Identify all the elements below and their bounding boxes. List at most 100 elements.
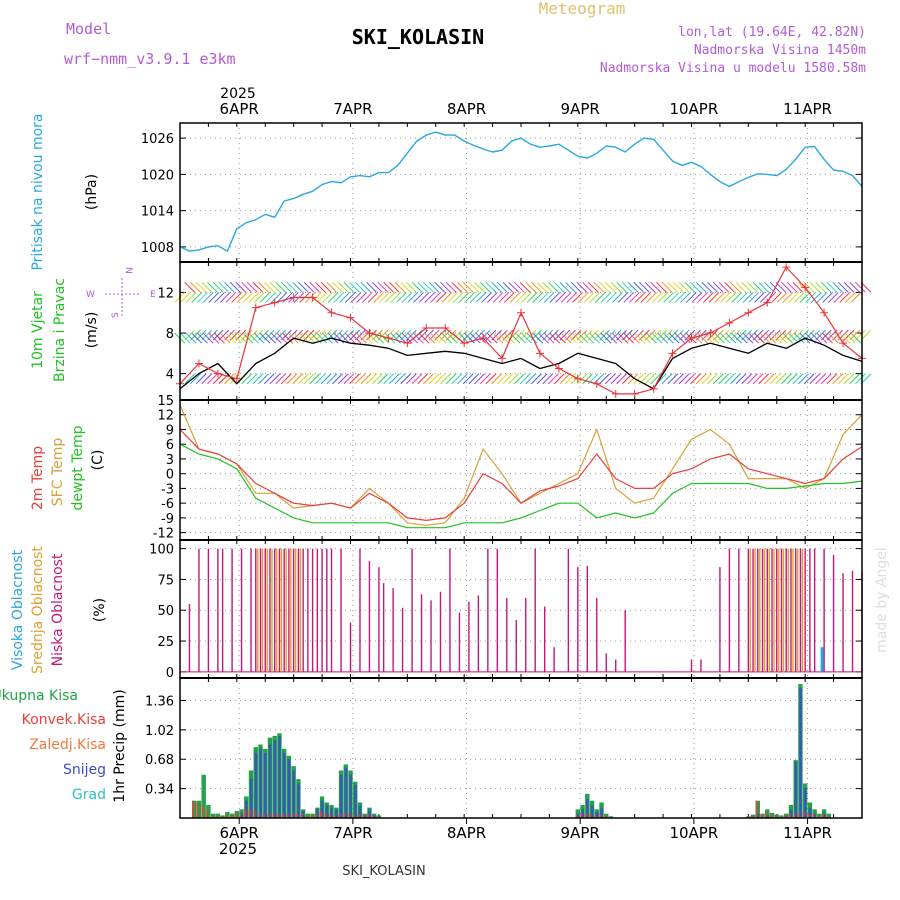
precip-conv-bar xyxy=(575,815,578,818)
wind-barb xyxy=(769,373,781,385)
y-tick-label: 9 xyxy=(166,423,174,438)
cloud-bar xyxy=(378,567,380,672)
temp-unit-label: (C) xyxy=(90,450,106,471)
model-name: wrf−nmm_v3.9.1 e3km xyxy=(64,50,236,68)
model-altitude-label: Nadmorska Visina u modelu 1580.58m xyxy=(600,61,866,76)
coords-label: lon,lat (19.64E, 42.82N) xyxy=(678,25,866,40)
wind-barb xyxy=(367,292,379,303)
wind-barb xyxy=(384,292,396,303)
y-tick-label: -12 xyxy=(153,527,174,542)
pressure-line xyxy=(179,131,863,252)
cloud-bar xyxy=(477,595,480,672)
wind-barb xyxy=(599,281,610,293)
precip-conv-bar xyxy=(248,809,251,818)
cloud-bar xyxy=(411,548,413,672)
wind-barb xyxy=(538,332,549,344)
wind-barb xyxy=(805,292,816,303)
wind-barb xyxy=(377,281,389,293)
wind-barb xyxy=(322,332,333,344)
wind-barb xyxy=(629,332,640,344)
precip-conv-bar xyxy=(779,816,781,818)
precip-total-bar xyxy=(604,813,609,818)
wind-barb xyxy=(356,292,367,303)
watermark: made by Angel xyxy=(874,547,890,653)
wind-barb xyxy=(822,332,833,344)
cloud-bar xyxy=(439,591,442,672)
wind-barb xyxy=(253,292,265,303)
wind-barb xyxy=(498,332,510,344)
cloud-bar xyxy=(266,548,268,672)
wind-barb xyxy=(582,373,593,385)
wind-barb xyxy=(725,292,737,303)
precip-conv-bar xyxy=(367,813,369,818)
precip-conv-bar xyxy=(234,813,237,818)
wind-barb xyxy=(366,281,377,293)
y-tick-label: 75 xyxy=(157,573,174,588)
precip-snow-bar xyxy=(278,735,281,818)
wind-barb xyxy=(298,281,309,293)
precip-total-bar xyxy=(305,813,311,818)
wind-barb xyxy=(855,373,866,385)
cloud-bar xyxy=(799,548,802,672)
wind-name-label-1: 10m Vjetar xyxy=(30,291,46,369)
wind-barb xyxy=(265,292,277,303)
precip-total-bar xyxy=(225,811,230,818)
wind-barb xyxy=(491,373,502,385)
top-year-label: 2025 xyxy=(220,86,256,102)
wind-barb xyxy=(191,292,203,303)
precip-conv-bar xyxy=(225,814,227,818)
cloud-bar xyxy=(392,588,394,672)
wind-barb xyxy=(423,373,434,385)
precip-conv-bar xyxy=(277,813,279,818)
legend-hail: Grad xyxy=(72,787,106,803)
cloud-bar xyxy=(496,548,499,672)
wind-barb xyxy=(225,332,237,344)
cloud-bar xyxy=(271,548,273,672)
cloud-bar xyxy=(420,594,423,672)
precip-total-bar xyxy=(234,811,240,818)
wind-barb xyxy=(759,292,771,303)
gust-marker xyxy=(554,364,563,373)
precip-snow-bar xyxy=(320,800,324,818)
wind-barb xyxy=(248,332,259,344)
wind-barb xyxy=(339,332,350,344)
gust-marker xyxy=(422,323,431,332)
pressure-ylabels: Pritisak na nivou mora (hPa) xyxy=(30,113,100,270)
wind-barb xyxy=(788,332,799,344)
wind-barb xyxy=(269,373,281,385)
wind-barb xyxy=(218,373,230,385)
bottom-day-label: 7APR xyxy=(333,824,372,842)
wind-barb xyxy=(555,332,566,344)
wind-barb xyxy=(445,373,457,385)
gust-marker xyxy=(630,389,639,398)
y-tick-label: 1.36 xyxy=(145,694,174,709)
cloud-bar xyxy=(321,548,323,672)
wind-barb xyxy=(741,281,753,293)
wind-barb xyxy=(400,281,412,293)
wind-barb xyxy=(702,292,714,303)
wind-barb xyxy=(617,332,629,344)
wind-barb xyxy=(576,373,588,385)
precip-conv-bar xyxy=(585,813,587,818)
wind-barb xyxy=(718,281,730,293)
wind-barb xyxy=(361,332,373,344)
wind-barb xyxy=(560,332,572,344)
wind-barb xyxy=(815,281,826,293)
wind-barb xyxy=(640,332,652,344)
wind-barb xyxy=(617,292,629,303)
wind-barb xyxy=(742,292,754,303)
y-tick-label: 0.34 xyxy=(145,783,174,798)
cloud-bar xyxy=(290,548,292,672)
wind-barb xyxy=(809,281,821,293)
wind-barb xyxy=(827,292,839,303)
gust-marker xyxy=(535,349,544,358)
wind-barb xyxy=(354,281,366,293)
precip-conv-bar xyxy=(258,813,260,818)
cloud-bar xyxy=(217,548,219,672)
precip-snow-bar xyxy=(581,809,584,818)
gust-marker xyxy=(820,308,829,317)
wind-barb xyxy=(292,373,304,385)
precip-snow-bar xyxy=(292,770,296,818)
cloud-bar xyxy=(543,606,546,672)
cloud-bar xyxy=(577,567,579,672)
